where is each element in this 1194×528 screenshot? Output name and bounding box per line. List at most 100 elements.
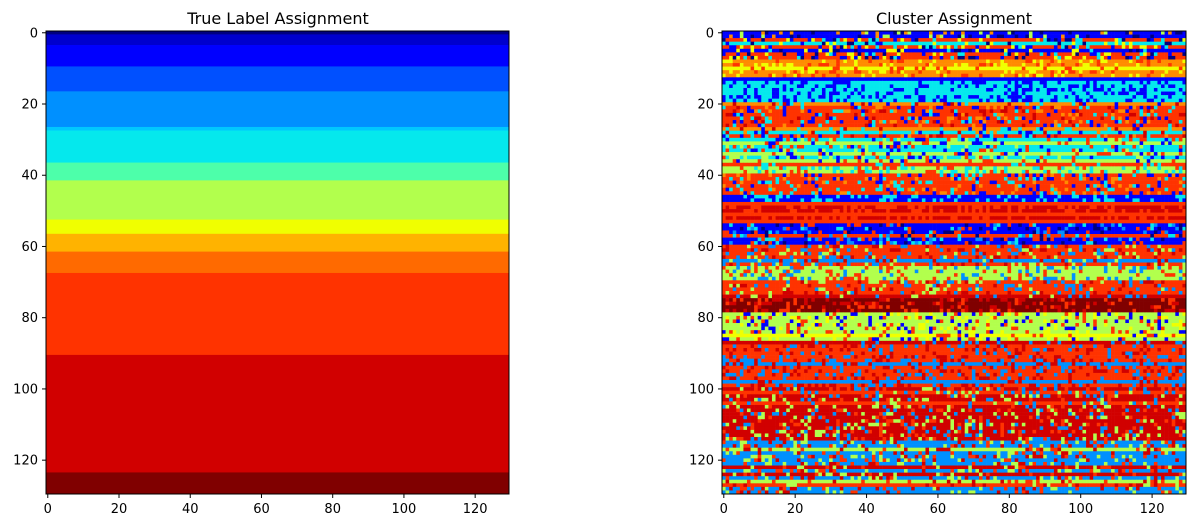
cluster-cell [808, 149, 812, 153]
cluster-cell [1082, 67, 1086, 71]
cluster-cell [1129, 45, 1133, 49]
cluster-cell [1122, 81, 1126, 85]
cluster-cell [897, 99, 901, 103]
cluster-cell [1086, 141, 1090, 145]
cluster-cell [836, 124, 840, 128]
cluster-cell [765, 99, 769, 103]
cluster-cell [840, 141, 844, 145]
cluster-cell [765, 63, 769, 67]
cluster-cell [740, 152, 744, 156]
cluster-cell [1040, 56, 1044, 60]
cluster-cell [761, 92, 765, 96]
cluster-cell [1086, 49, 1090, 53]
cluster-cell [1175, 59, 1179, 63]
cluster-cell [1086, 109, 1090, 113]
cluster-cell [883, 95, 887, 99]
cluster-cell [958, 42, 962, 46]
cluster-cell [1033, 156, 1037, 160]
cluster-cell [911, 152, 915, 156]
cluster-cell [961, 99, 965, 103]
cluster-cell [1115, 59, 1119, 63]
cluster-cell [776, 88, 780, 92]
cluster-cell [801, 159, 805, 163]
cluster-cell [811, 120, 815, 124]
cluster-cell [997, 109, 1001, 113]
cluster-cell [1140, 145, 1144, 149]
cluster-cell [743, 70, 747, 74]
cluster-cell [990, 134, 994, 138]
cluster-cell [826, 163, 830, 167]
cluster-cell [890, 59, 894, 63]
cluster-cell [847, 138, 851, 142]
cluster-cell [1107, 156, 1111, 160]
cluster-cell [972, 70, 976, 74]
cluster-cell [761, 152, 765, 156]
cluster-cell [815, 145, 819, 149]
cluster-cell [990, 63, 994, 67]
cluster-cell [1072, 138, 1076, 142]
cluster-cell [954, 67, 958, 71]
cluster-cell [1090, 102, 1094, 106]
cluster-cell [754, 159, 758, 163]
cluster-cell [972, 116, 976, 120]
cluster-cell [961, 141, 965, 145]
cluster-cell [1154, 56, 1158, 60]
cluster-cell [1143, 38, 1147, 42]
cluster-cell [1143, 59, 1147, 63]
cluster-cell [1100, 52, 1104, 56]
cluster-cell [1011, 159, 1015, 163]
cluster-cell [1111, 159, 1115, 163]
cluster-cell [850, 124, 854, 128]
cluster-cell [908, 149, 912, 153]
cluster-cell [868, 145, 872, 149]
cluster-cell [1025, 35, 1029, 39]
cluster-cell [868, 88, 872, 92]
cluster-cell [1143, 120, 1147, 124]
cluster-cell [1168, 152, 1172, 156]
cluster-cell [818, 141, 822, 145]
cluster-cell [733, 127, 737, 131]
cluster-cell [893, 84, 897, 88]
cluster-cell [918, 92, 922, 96]
cluster-cell [1061, 102, 1065, 106]
cluster-cell [904, 52, 908, 56]
cluster-cell [936, 92, 940, 96]
cluster-cell [961, 116, 965, 120]
cluster-cell [886, 113, 890, 117]
cluster-cell [815, 127, 819, 131]
cluster-cell [786, 81, 790, 85]
cluster-cell [1168, 134, 1172, 138]
cluster-cell [1029, 102, 1033, 106]
cluster-cell [854, 56, 858, 60]
cluster-cell [850, 35, 854, 39]
cluster-cell [1075, 42, 1079, 46]
cluster-cell [961, 77, 965, 81]
cluster-cell [1118, 59, 1122, 63]
cluster-cell [793, 145, 797, 149]
cluster-cell [1047, 95, 1051, 99]
cluster-cell [1125, 116, 1129, 120]
cluster-cell [1065, 52, 1069, 56]
cluster-cell [918, 31, 922, 35]
cluster-cell [826, 52, 830, 56]
cluster-cell [1086, 56, 1090, 60]
cluster-cell [1082, 124, 1086, 128]
cluster-cell [933, 141, 937, 145]
cluster-cell [747, 106, 751, 110]
cluster-cell [808, 124, 812, 128]
cluster-cell [1061, 127, 1065, 131]
cluster-cell [879, 102, 883, 106]
cluster-cell [1033, 109, 1037, 113]
cluster-cell [804, 113, 808, 117]
cluster-cell [1025, 113, 1029, 117]
cluster-cell [733, 113, 737, 117]
cluster-cell [993, 120, 997, 124]
cluster-cell [1140, 138, 1144, 142]
cluster-cell [1050, 56, 1054, 60]
cluster-cell [1000, 42, 1004, 46]
cluster-cell [854, 67, 858, 71]
cluster-cell [1058, 116, 1062, 120]
cluster-cell [868, 149, 872, 153]
cluster-cell [804, 152, 808, 156]
cluster-cell [950, 124, 954, 128]
